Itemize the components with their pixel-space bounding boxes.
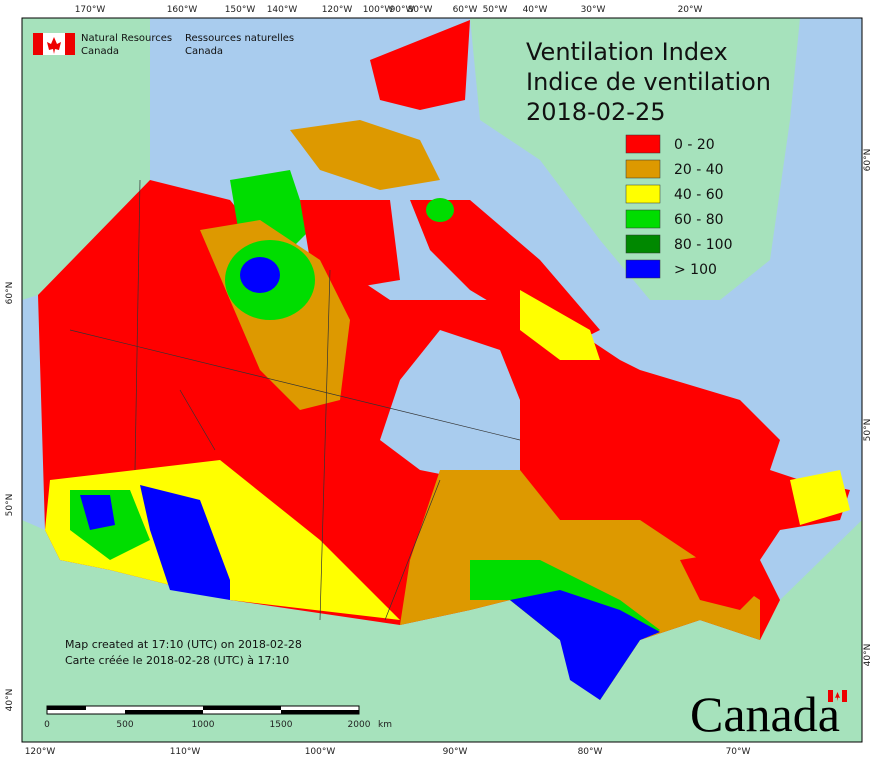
legend-label: 80 - 100 [674,237,733,253]
legend-swatch [625,234,661,254]
longitude-label: 90°W [390,5,415,15]
scale-bar-segment [281,710,359,714]
greenland [470,18,800,300]
longitude-label: 50°W [483,5,508,15]
map-area [22,18,862,742]
legend-label: 60 - 80 [674,212,724,228]
flag-bar [828,690,833,702]
latitude-label: 50°N [863,419,873,442]
scale-label: 2000 [348,720,371,730]
agency-en: Natural Resources [81,33,172,44]
legend-label: > 100 [674,262,717,278]
scale-label: 0 [44,720,50,730]
longitude-label: 140°W [267,5,298,15]
credit: Carte créée le 2018-02-28 (UTC) à 17:10 [65,654,289,667]
flag-bar [33,33,43,55]
zone-60-80 [426,198,454,222]
zone-40-60 [790,470,850,525]
ellesmere [370,20,470,110]
zone-100 [510,590,660,700]
longitude-label: 90°W [443,747,468,757]
legend-swatch [625,184,661,204]
longitude-label: 80°W [408,5,433,15]
united-states [22,520,862,742]
latitude-label: 60°N [5,282,15,305]
flag-bar [842,690,847,702]
longitude-label: 70°W [726,747,751,757]
scale-bar-segment [203,706,281,710]
queen-elizabeth-islands [290,120,440,190]
zone-100 [140,485,230,600]
legend-swatch [625,134,661,154]
agency-en: Canada [81,46,119,57]
flag-bar [65,33,75,55]
longitude-label: 100°W [305,747,336,757]
zone-100 [240,257,280,293]
longitude-label: 120°W [322,5,353,15]
map-border [21,17,863,743]
scale-bar-segment [47,706,86,710]
scale-bar-segment [125,710,203,714]
legend-swatch [625,259,661,279]
scale-unit: km [378,720,392,730]
legend-swatch [625,209,661,229]
latitude-label: 50°N [5,494,15,517]
title: Ventilation Index [526,38,728,66]
longitude-label: 150°W [225,5,256,15]
legend-label: 40 - 60 [674,187,724,203]
baffin-island [410,200,600,340]
longitude-label: 100°W [363,5,394,15]
credit: Map created at 17:10 (UTC) on 2018-02-28 [65,638,302,651]
legend-label: 0 - 20 [674,137,715,153]
victoria-island [300,200,400,290]
longitude-label: 160°W [167,5,198,15]
zone-0-20 [680,550,770,610]
maple-leaf [47,37,61,54]
longitude-label: 120°W [25,747,56,757]
borders [69,179,521,621]
longitude-label: 30°W [581,5,606,15]
longitude-label: 80°W [578,747,603,757]
wordmark-flag [828,690,847,702]
zone-100 [80,495,115,530]
scale-label: 1000 [192,720,215,730]
agency-signature: Natural Resources Canada Ressources natu… [33,33,294,57]
legend-label: 20 - 40 [674,162,724,178]
alaska [22,18,150,300]
title: 2018-02-25 [526,98,665,126]
latitude-label: 40°N [5,689,15,712]
longitude-label: 170°W [75,5,106,15]
hudson-bay [380,330,520,480]
wordmark: Canada [690,686,840,742]
zone-40-60 [520,290,600,360]
agency-fr: Canada [185,46,223,57]
scale-bar: 0 500 1000 1500 2000 km [44,705,392,730]
longitude-label: 40°W [523,5,548,15]
maple-leaf [835,692,840,701]
longitude-label: 60°W [453,5,478,15]
latitude-label: 40°N [863,644,873,667]
agency-fr: Ressources naturelles [185,33,294,44]
latitude-label: 60°N [863,149,873,172]
legend: 0 - 20 20 - 40 40 - 60 60 - 80 80 - 100 > 100 [625,134,733,279]
scale-label: 500 [116,720,133,730]
graticule-labels: 170°W 160°W 150°W 140°W 120°W 100°W90°W80°W 60… [5,5,873,757]
longitude-label: 20°W [678,5,703,15]
legend-swatch [625,159,661,179]
scale-label: 1500 [270,720,293,730]
longitude-label: 110°W [170,747,201,757]
title: Indice de ventilation [526,68,771,96]
